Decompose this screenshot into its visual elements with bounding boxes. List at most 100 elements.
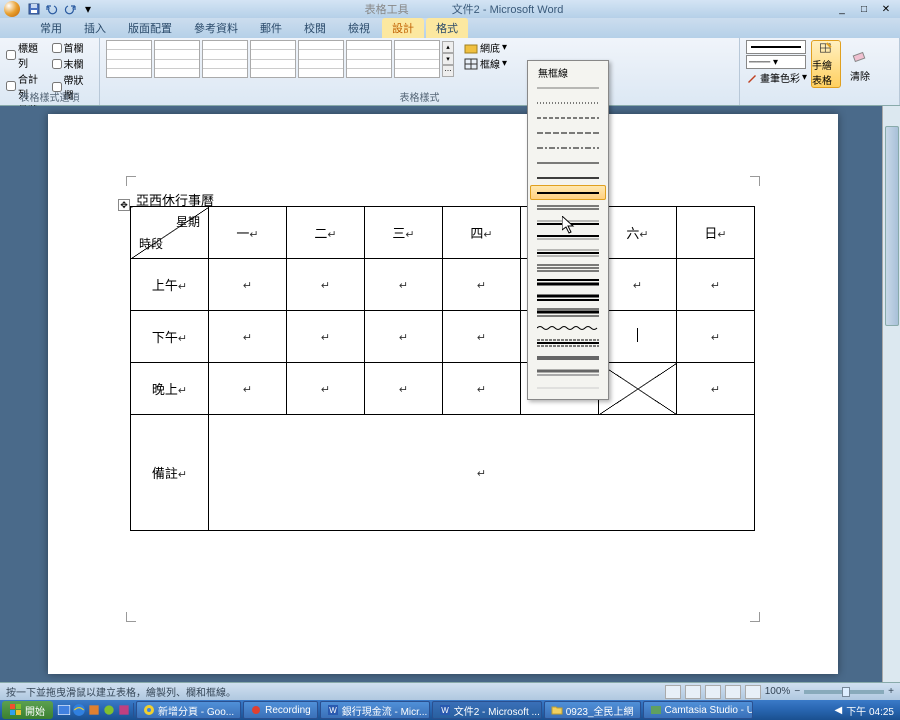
tab-page-layout[interactable]: 版面配置 xyxy=(118,18,182,38)
quick-launch-icon[interactable] xyxy=(117,703,131,717)
notes-cell[interactable]: ↵ xyxy=(209,415,755,531)
line-option[interactable] xyxy=(530,335,606,350)
maximize-button[interactable]: □ xyxy=(854,1,874,17)
gallery-more-button[interactable]: ⋯ xyxy=(442,65,454,77)
vertical-scrollbar[interactable] xyxy=(882,106,900,682)
clock[interactable]: 下午 04:25 xyxy=(846,703,894,718)
table-cell[interactable]: ↵ xyxy=(209,363,287,415)
line-option[interactable] xyxy=(530,215,606,230)
line-option-hovered[interactable] xyxy=(530,185,606,200)
line-option[interactable] xyxy=(530,260,606,275)
undo-icon[interactable] xyxy=(44,1,60,17)
table-cell[interactable]: ↵ xyxy=(287,363,365,415)
redo-icon[interactable] xyxy=(62,1,78,17)
minimize-button[interactable]: _ xyxy=(832,1,852,17)
close-button[interactable]: ✕ xyxy=(876,1,896,17)
row-header[interactable]: 晚上↵ xyxy=(131,363,209,415)
line-option[interactable] xyxy=(530,245,606,260)
task-button[interactable]: W 銀行現金流 - Micr... xyxy=(320,701,430,719)
line-option[interactable] xyxy=(530,320,606,335)
scrollbar-thumb[interactable] xyxy=(885,126,899,326)
header-cell[interactable]: 日↵ xyxy=(677,207,755,259)
tab-references[interactable]: 參考資料 xyxy=(184,18,248,38)
crossed-cell[interactable] xyxy=(599,363,677,415)
eraser-button[interactable]: 清除 xyxy=(845,40,875,88)
task-button[interactable]: Camtasia Studio - U... xyxy=(643,701,753,719)
document-area[interactable]: 亞西休行事曆 ✥ 星期 時段 一↵ 二↵ 三↵ 四↵ 五↵ 六↵ 日↵ 上午↵ … xyxy=(0,106,882,682)
pen-color-button[interactable]: 畫筆色彩▾ xyxy=(746,70,807,85)
tab-home[interactable]: 常用 xyxy=(30,18,72,38)
line-option[interactable] xyxy=(530,365,606,380)
line-option[interactable] xyxy=(530,140,606,155)
header-cell[interactable]: 四↵ xyxy=(443,207,521,259)
table-cell[interactable]: ↵ xyxy=(443,363,521,415)
tab-view[interactable]: 檢視 xyxy=(338,18,380,38)
line-option-none[interactable]: 無框線 xyxy=(530,65,606,80)
line-option[interactable] xyxy=(530,200,606,215)
save-icon[interactable] xyxy=(26,1,42,17)
line-weight-dropdown[interactable]: ─── ▾ xyxy=(746,55,806,69)
task-button[interactable]: 0923_全民上網 xyxy=(544,701,641,719)
row-header[interactable]: 上午↵ xyxy=(131,259,209,311)
quick-launch-icon[interactable] xyxy=(87,703,101,717)
style-thumb[interactable] xyxy=(154,40,200,78)
table-cell[interactable]: ↵ xyxy=(443,259,521,311)
ie-icon[interactable] xyxy=(72,703,86,717)
check-header-row[interactable]: 標題列 xyxy=(6,40,48,70)
line-option[interactable] xyxy=(530,350,606,365)
table-cell[interactable]: ↵ xyxy=(677,311,755,363)
task-button[interactable]: 新增分頁 - Goo... xyxy=(136,701,241,719)
header-cell[interactable]: 三↵ xyxy=(365,207,443,259)
table-cell[interactable]: ↵ xyxy=(365,259,443,311)
tray-icon[interactable]: ◀ xyxy=(834,705,842,716)
office-button[interactable] xyxy=(4,1,20,17)
tab-review[interactable]: 校閱 xyxy=(294,18,336,38)
check-last-col[interactable]: 末欄 xyxy=(52,56,94,71)
view-web-layout-button[interactable] xyxy=(705,685,721,699)
zoom-level[interactable]: 100% xyxy=(765,686,791,697)
row-header[interactable]: 下午↵ xyxy=(131,311,209,363)
tab-layout[interactable]: 格式 xyxy=(426,18,468,38)
zoom-out-button[interactable]: − xyxy=(794,686,800,697)
task-button[interactable]: Recording xyxy=(243,701,318,719)
line-option[interactable] xyxy=(530,125,606,140)
zoom-in-button[interactable]: + xyxy=(888,686,894,697)
table-cell[interactable]: ↵ xyxy=(443,311,521,363)
gallery-down-button[interactable]: ▾ xyxy=(442,53,454,65)
table-cell[interactable]: ↵ xyxy=(209,311,287,363)
diagonal-header-cell[interactable]: 星期 時段 xyxy=(131,207,209,259)
table-move-handle[interactable]: ✥ xyxy=(118,199,130,211)
view-outline-button[interactable] xyxy=(725,685,741,699)
start-button[interactable]: 開始 xyxy=(2,701,53,719)
view-draft-button[interactable] xyxy=(745,685,761,699)
tab-insert[interactable]: 插入 xyxy=(74,18,116,38)
quick-launch-icon[interactable] xyxy=(102,703,116,717)
style-thumb[interactable] xyxy=(202,40,248,78)
view-print-layout-button[interactable] xyxy=(665,685,681,699)
line-option[interactable] xyxy=(530,95,606,110)
table-cell[interactable]: ↵ xyxy=(365,311,443,363)
gallery-up-button[interactable]: ▴ xyxy=(442,41,454,53)
task-button-active[interactable]: W 文件2 - Microsoft ... xyxy=(432,701,542,719)
table-cell[interactable]: ↵ xyxy=(677,363,755,415)
line-option[interactable] xyxy=(530,305,606,320)
header-cell[interactable]: 一↵ xyxy=(209,207,287,259)
header-cell[interactable]: 二↵ xyxy=(287,207,365,259)
line-option[interactable] xyxy=(530,380,606,395)
qat-more-icon[interactable]: ▾ xyxy=(80,1,96,17)
borders-button[interactable]: 框線▾ xyxy=(464,56,507,71)
view-full-screen-button[interactable] xyxy=(685,685,701,699)
draw-table-button[interactable]: 手繪表格 xyxy=(811,40,841,88)
line-option[interactable] xyxy=(530,290,606,305)
style-thumb[interactable] xyxy=(250,40,296,78)
header-cell[interactable]: 六↵ xyxy=(599,207,677,259)
line-option[interactable] xyxy=(530,80,606,95)
style-thumb[interactable] xyxy=(394,40,440,78)
row-header[interactable]: 備註↵ xyxy=(131,415,209,531)
table-cell[interactable]: ↵ xyxy=(365,363,443,415)
tab-mailings[interactable]: 郵件 xyxy=(250,18,292,38)
line-option[interactable] xyxy=(530,155,606,170)
style-thumb[interactable] xyxy=(298,40,344,78)
show-desktop-icon[interactable] xyxy=(57,703,71,717)
line-option[interactable] xyxy=(530,110,606,125)
